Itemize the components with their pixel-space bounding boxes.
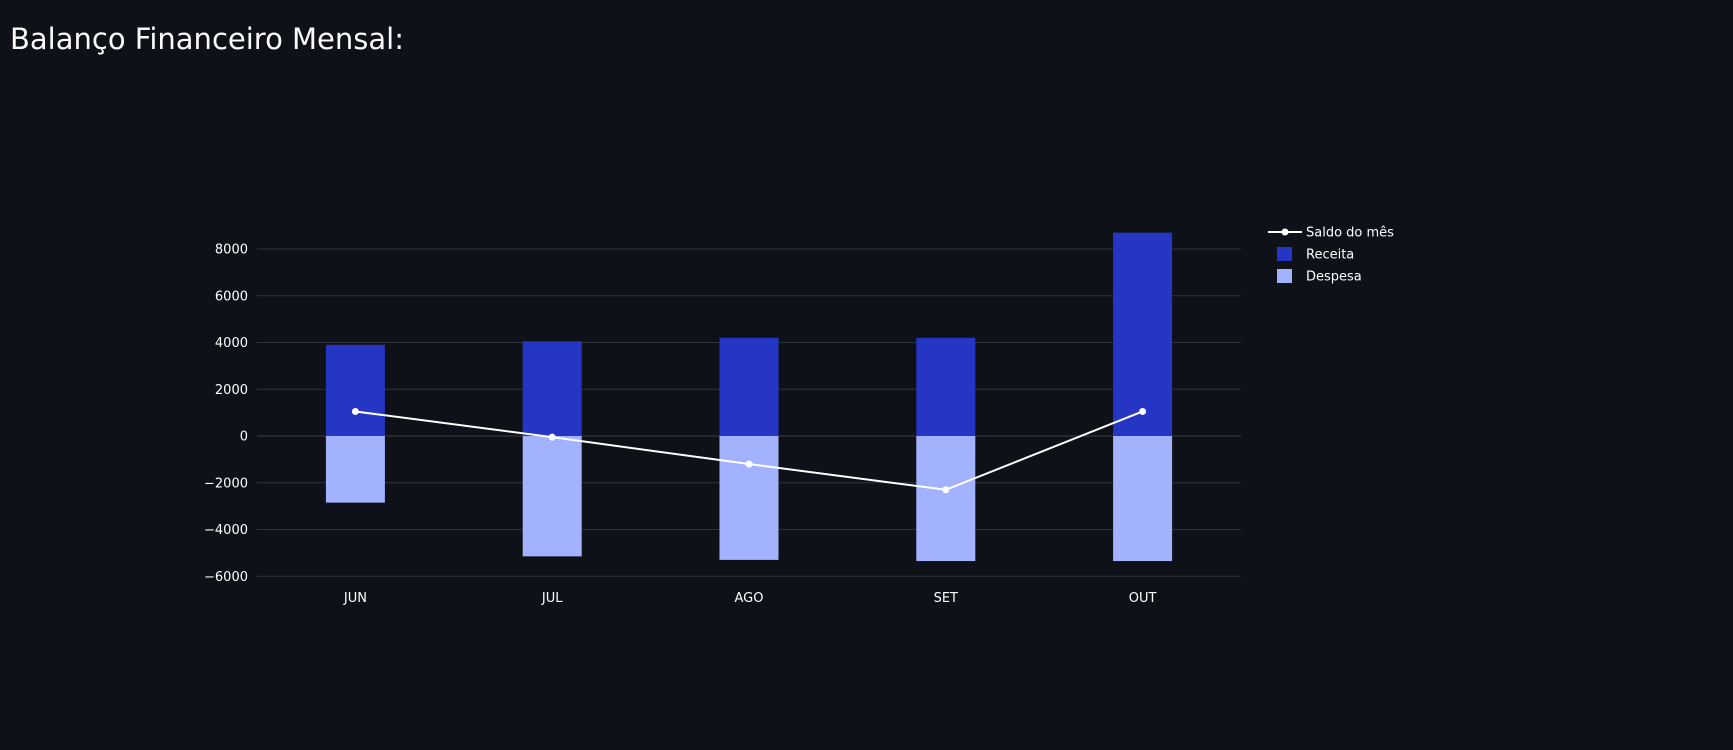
saldo-point-ago [745,460,753,468]
bar-receita-jun [325,344,385,436]
x-tick-label: SET [934,591,958,606]
legend-line-marker [1281,228,1289,236]
saldo-point-jun [351,407,359,415]
y-tick-label: 8000 [215,243,248,258]
x-tick-label: JUL [541,591,563,606]
bar-receita-out [1113,232,1173,436]
y-tick-label: 2000 [215,383,248,398]
y-tick-label: 4000 [215,336,248,351]
legend-label: Saldo do mês [1306,226,1394,241]
page-title: Balanço Financeiro Mensal: [10,22,404,56]
legend-swatch-receita [1277,247,1292,261]
bar-layer [325,232,1173,562]
x-tick-label: AGO [735,591,764,606]
bar-despesa-ago [719,436,779,560]
y-tick-label: 0 [240,430,248,445]
y-tick-label: −4000 [204,523,248,538]
bar-despesa-jun [325,436,385,503]
legend: Saldo do mês Receita Despesa [1268,226,1394,285]
y-tick-label: 6000 [215,289,248,304]
legend-label: Receita [1306,248,1354,263]
bar-despesa-jul [522,436,582,557]
bar-despesa-out [1113,436,1173,562]
bar-despesa-set [916,436,976,562]
saldo-point-set [942,486,950,494]
saldo-line-layer [351,407,1147,494]
x-tick-label: OUT [1129,591,1157,606]
legend-label: Despesa [1306,270,1362,285]
bar-receita-jul [522,341,582,436]
saldo-point-jul [548,433,556,441]
y-tick-label: −6000 [204,570,248,585]
legend-swatch-despesa [1277,269,1292,283]
saldo-point-out [1139,407,1147,415]
bar-receita-set [916,337,976,436]
bar-receita-ago [719,337,779,436]
x-tick-label: JUN [343,591,367,606]
y-tick-label: −2000 [204,476,248,491]
axis-layer: −6000 −4000 −2000 0 2000 4000 6000 8000 JUN JUL AG… [204,243,1156,607]
